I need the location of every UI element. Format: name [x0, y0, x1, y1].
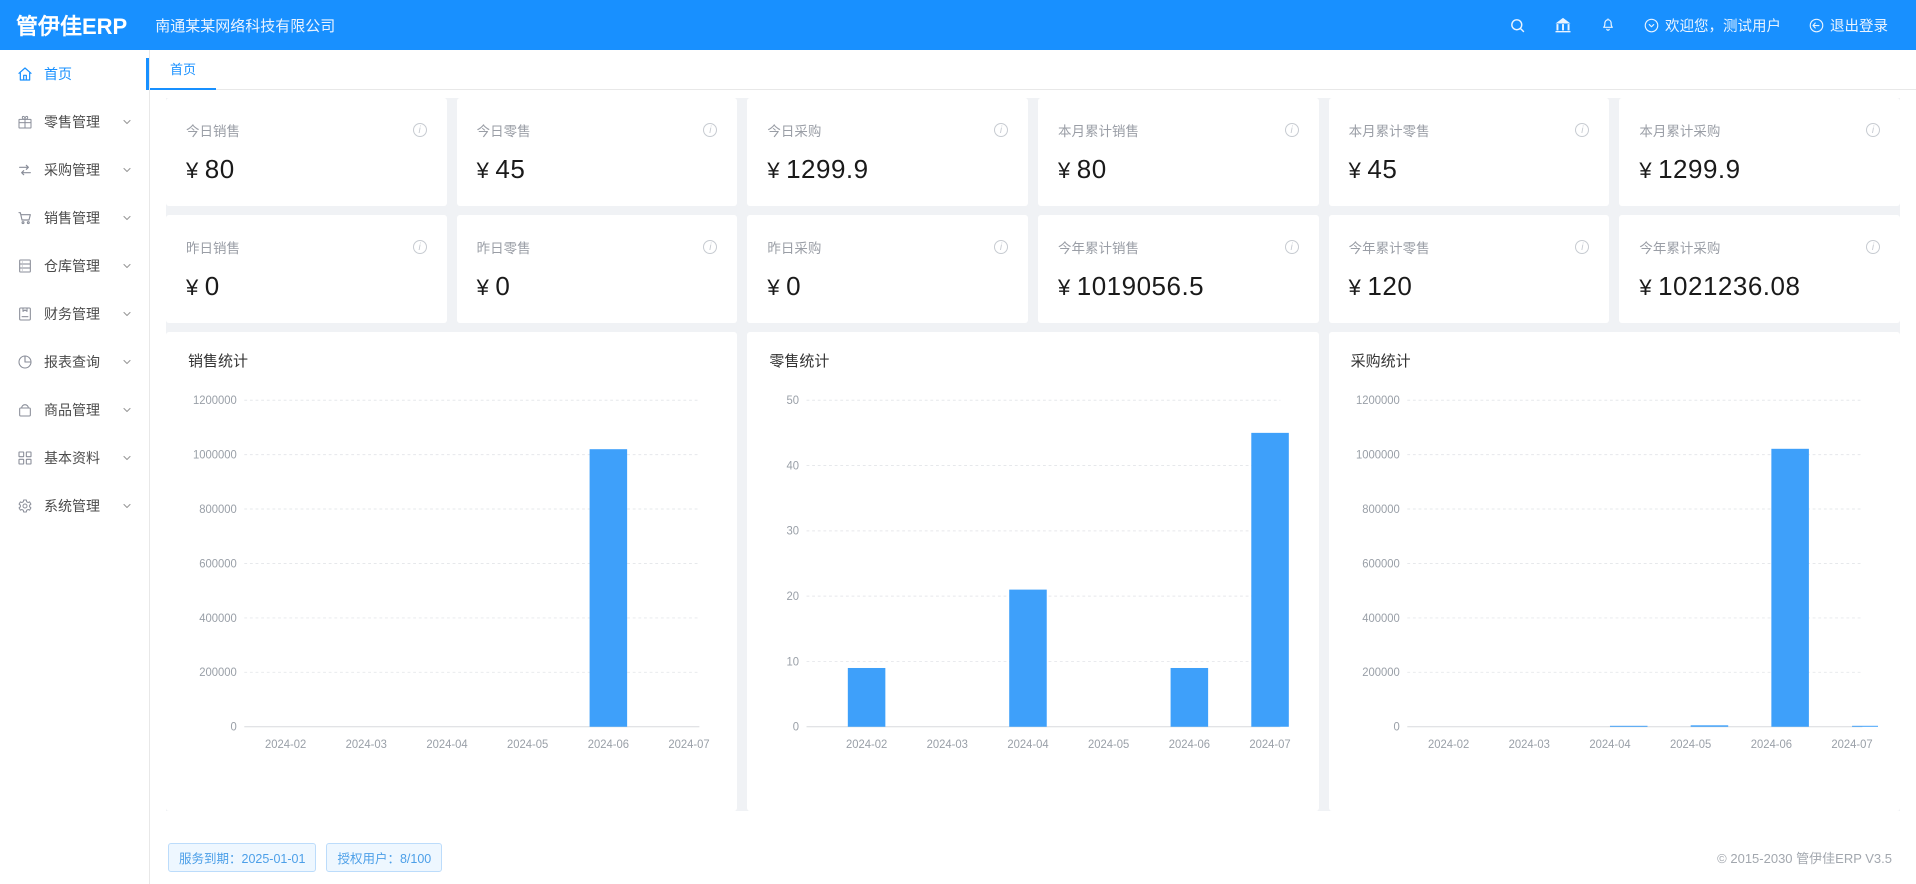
- svg-text:2024-07: 2024-07: [1831, 739, 1872, 751]
- svg-text:600000: 600000: [199, 558, 237, 570]
- svg-text:1000000: 1000000: [193, 449, 237, 461]
- svg-text:2024-05: 2024-05: [507, 739, 548, 751]
- svg-text:2024-07: 2024-07: [668, 739, 709, 751]
- svg-text:800000: 800000: [1362, 504, 1400, 516]
- svg-text:40: 40: [787, 460, 800, 472]
- svg-text:2024-06: 2024-06: [1169, 739, 1210, 751]
- svg-text:2024-02: 2024-02: [846, 739, 887, 751]
- svg-text:800000: 800000: [199, 504, 237, 516]
- svg-text:200000: 200000: [1362, 667, 1400, 679]
- svg-text:200000: 200000: [199, 667, 237, 679]
- svg-text:1000000: 1000000: [1356, 449, 1400, 461]
- svg-text:600000: 600000: [1362, 558, 1400, 570]
- svg-text:2024-05: 2024-05: [1088, 739, 1129, 751]
- svg-text:2024-03: 2024-03: [1508, 739, 1549, 751]
- svg-text:400000: 400000: [199, 613, 237, 625]
- svg-text:2024-03: 2024-03: [346, 739, 387, 751]
- svg-text:2024-04: 2024-04: [1008, 739, 1049, 751]
- svg-text:2024-04: 2024-04: [426, 739, 467, 751]
- svg-text:2024-04: 2024-04: [1589, 739, 1630, 751]
- svg-text:400000: 400000: [1362, 613, 1400, 625]
- svg-text:2024-02: 2024-02: [1428, 739, 1469, 751]
- svg-text:2024-06: 2024-06: [588, 739, 629, 751]
- svg-text:50: 50: [787, 395, 800, 407]
- svg-text:2024-05: 2024-05: [1670, 739, 1711, 751]
- svg-text:1200000: 1200000: [193, 395, 237, 407]
- svg-text:0: 0: [1393, 722, 1399, 734]
- svg-text:2024-02: 2024-02: [265, 739, 306, 751]
- svg-text:2024-03: 2024-03: [927, 739, 968, 751]
- svg-text:30: 30: [787, 526, 800, 538]
- svg-text:2024-07: 2024-07: [1250, 739, 1291, 751]
- svg-text:0: 0: [793, 722, 799, 734]
- svg-text:1200000: 1200000: [1356, 395, 1400, 407]
- svg-text:20: 20: [787, 591, 800, 603]
- svg-text:0: 0: [231, 722, 237, 734]
- svg-text:2024-06: 2024-06: [1750, 739, 1791, 751]
- svg-text:10: 10: [787, 656, 800, 668]
